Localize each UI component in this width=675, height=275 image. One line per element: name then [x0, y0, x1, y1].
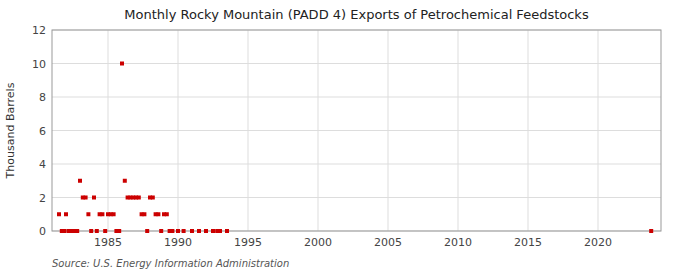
x-tick-label: 2005: [374, 236, 402, 249]
x-tick-label: 1995: [234, 236, 262, 249]
x-tick-label: 2010: [444, 236, 472, 249]
point: [100, 212, 104, 216]
y-grid-line: [52, 130, 661, 131]
point: [170, 229, 174, 233]
point: [225, 229, 229, 233]
y-tick-label: 8: [39, 91, 46, 104]
point: [89, 229, 93, 233]
point: [151, 196, 155, 200]
point: [218, 229, 222, 233]
y-grid-line: [52, 97, 661, 98]
point: [57, 212, 61, 216]
y-tick-label: 6: [39, 125, 46, 138]
chart: 1985 1990 1995 2000 2005 2010 2015 2020 0 2 4 6 8 10 1…: [0, 0, 675, 275]
point: [112, 212, 116, 216]
point: [211, 229, 215, 233]
point: [197, 229, 201, 233]
point: [103, 229, 107, 233]
point: [63, 229, 67, 233]
point: [84, 196, 88, 200]
x-tick-label: 1990: [164, 236, 192, 249]
point: [204, 229, 208, 233]
y-tick-label: 4: [39, 158, 46, 171]
plot-frame: [52, 30, 661, 231]
annotation: Source: U.S. Energy Information Administ…: [52, 258, 289, 269]
y-tick-label: 2: [39, 192, 46, 205]
y-grid-line: [52, 63, 661, 64]
point: [159, 229, 163, 233]
point: [145, 229, 149, 233]
point: [182, 229, 186, 233]
point: [64, 212, 68, 216]
points: [57, 62, 653, 234]
x-tick-label: 2000: [304, 236, 332, 249]
grid: [52, 30, 661, 231]
point: [117, 229, 121, 233]
x-tick-label: 2020: [584, 236, 612, 249]
point: [190, 229, 194, 233]
point: [78, 179, 82, 183]
point: [165, 212, 169, 216]
x-tick-label: 2015: [514, 236, 542, 249]
y-grid-line: [52, 197, 661, 198]
plot-area: [52, 30, 661, 231]
point: [156, 212, 160, 216]
y-axis-label: Thousand Barrels: [4, 82, 17, 179]
y-grid-line: [52, 164, 661, 165]
y-tick-label: 12: [32, 24, 46, 37]
point: [123, 179, 127, 183]
point: [142, 212, 146, 216]
point: [95, 229, 99, 233]
point: [92, 196, 96, 200]
x-tick-label: 1985: [94, 236, 122, 249]
point: [75, 229, 79, 233]
point: [649, 229, 653, 233]
point: [137, 196, 141, 200]
y-tick-label: 10: [32, 58, 46, 71]
point: [86, 212, 90, 216]
title: Monthly Rocky Mountain (PADD 4) Exports …: [124, 7, 589, 22]
y-tick-label: 0: [39, 225, 46, 238]
point: [176, 229, 180, 233]
point: [120, 62, 124, 66]
